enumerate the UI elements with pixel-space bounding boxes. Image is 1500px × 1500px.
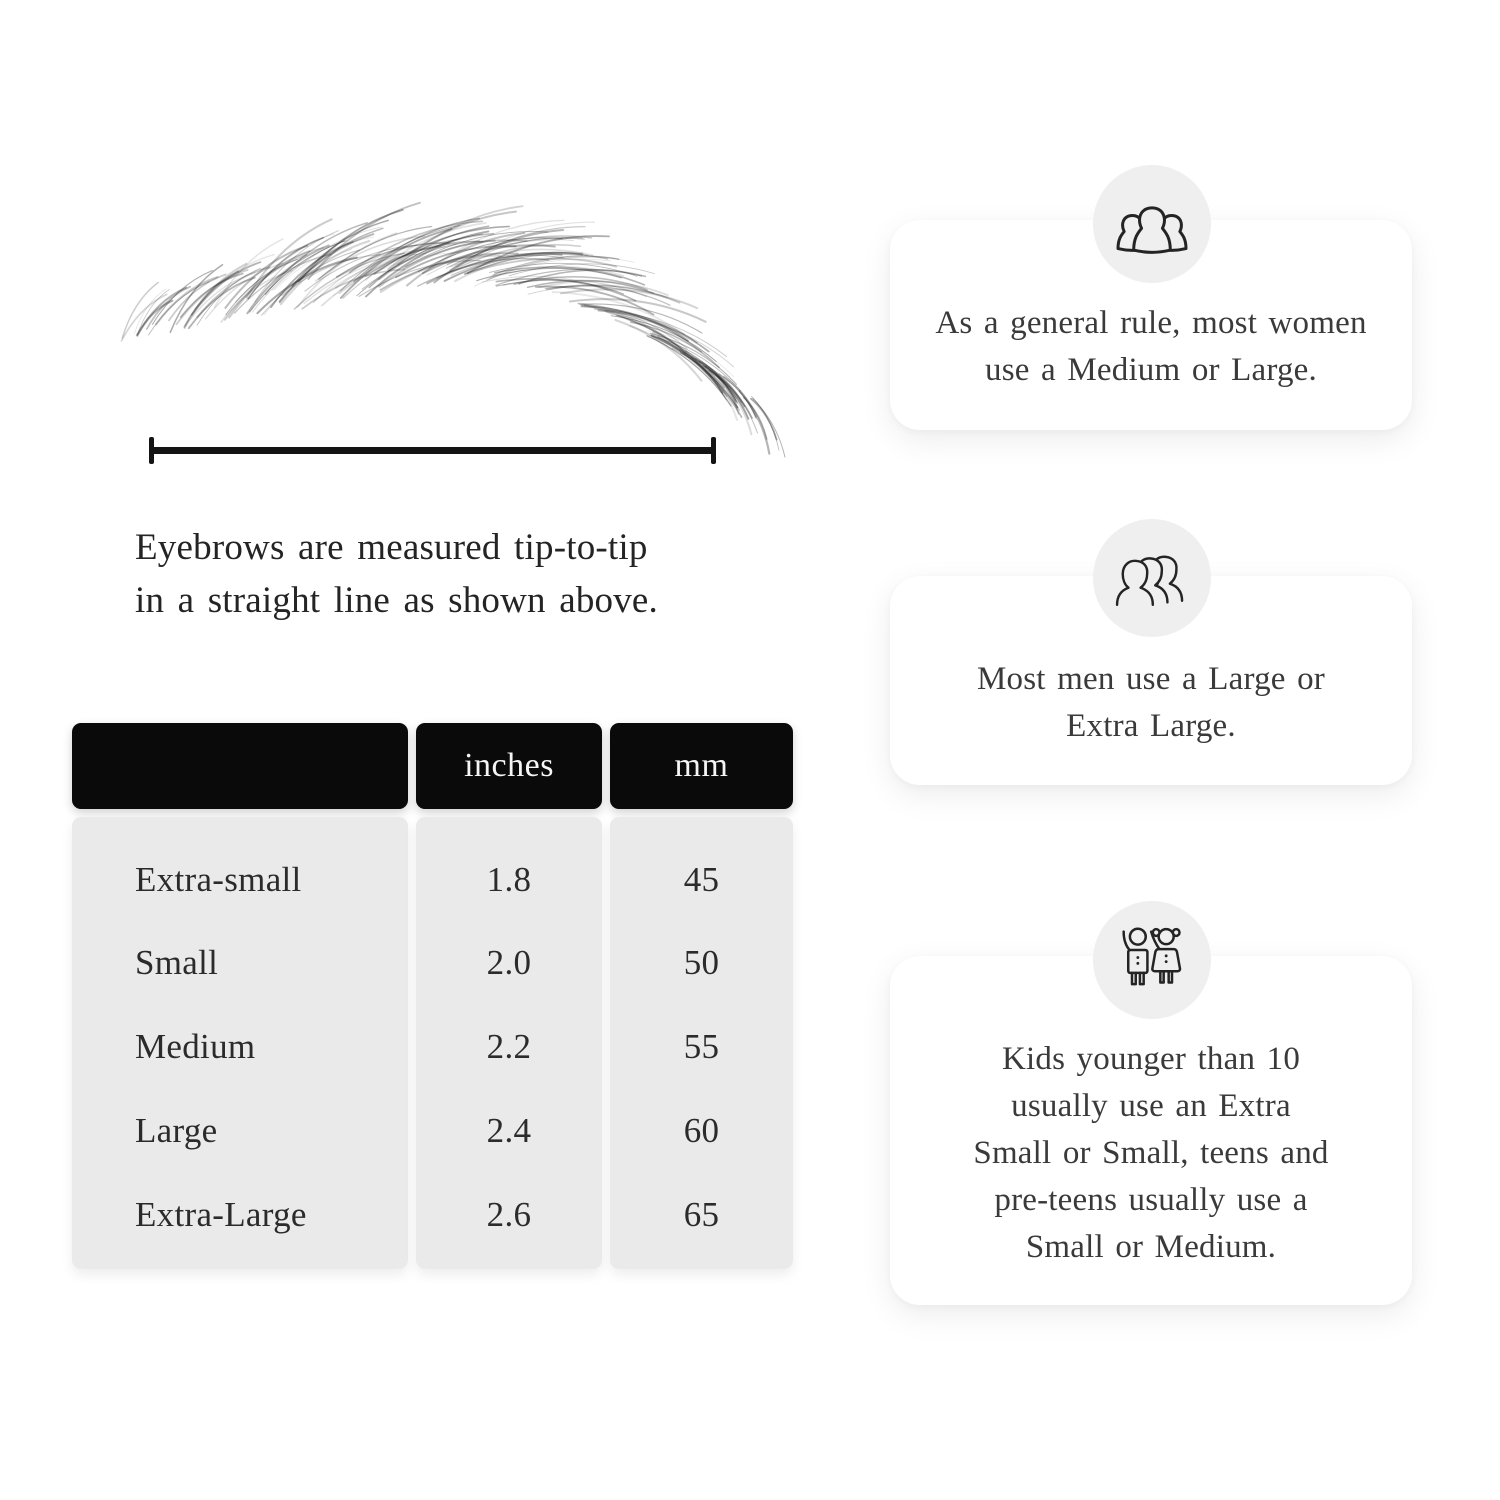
size-label: Medium <box>135 1027 256 1066</box>
card-text-line: Small or Small, teens and <box>973 1135 1329 1171</box>
size-mm: 45 <box>683 860 720 899</box>
kids-info-card: Kids younger than 10 usually use an Extr… <box>890 956 1412 1305</box>
size-label: Extra-small <box>135 860 302 899</box>
size-inches: 1.8 <box>486 860 532 899</box>
table-row: Small 2.0 50 <box>0 938 800 988</box>
women-icon-badge <box>1093 165 1211 283</box>
size-mm: 65 <box>683 1195 720 1234</box>
size-inches: 2.0 <box>486 943 532 982</box>
table-body-column-labels <box>72 817 408 1269</box>
table-row: Extra-Large 2.6 65 <box>0 1190 800 1240</box>
card-text-line: As a general rule, most women <box>935 305 1367 341</box>
table-body-column-inches <box>416 817 602 1269</box>
size-mm: 55 <box>683 1027 720 1066</box>
eyebrow-sketch-svg <box>120 201 786 458</box>
table-header-blank <box>72 723 408 809</box>
caption-line: in a straight line as shown above. <box>135 580 659 621</box>
measurement-line-bar <box>151 447 714 454</box>
size-inches: 2.2 <box>486 1027 532 1066</box>
measurement-caption: Eyebrows are measured tip-to-tip in a st… <box>135 521 658 627</box>
kids-icon-badge <box>1093 901 1211 1019</box>
card-text-line: Kids younger than 10 <box>1001 1041 1301 1077</box>
table-header-mm: mm <box>610 723 793 809</box>
men-group-icon <box>1115 555 1184 607</box>
size-mm: 60 <box>683 1111 720 1150</box>
size-inches: 2.4 <box>486 1111 532 1150</box>
size-label: Extra-Large <box>135 1195 307 1234</box>
size-mm: 50 <box>683 943 720 982</box>
table-row: Large 2.4 60 <box>0 1106 800 1156</box>
women-group-icon <box>1111 191 1193 257</box>
card-text-line: pre-teens usually use a <box>994 1182 1308 1218</box>
size-label: Small <box>135 943 219 982</box>
card-text-line: Small or Medium. <box>1025 1229 1277 1265</box>
table-header-inches: inches <box>416 723 602 809</box>
table-row: Extra-small 1.8 45 <box>0 855 800 905</box>
card-text-line: usually use an Extra <box>1011 1088 1291 1124</box>
card-text-line: Most men use a Large or <box>977 661 1325 697</box>
table-row: Medium 2.2 55 <box>0 1022 800 1072</box>
measurement-line-right-cap <box>711 437 716 464</box>
caption-line: Eyebrows are measured tip-to-tip <box>135 527 648 568</box>
size-inches: 2.6 <box>486 1195 532 1234</box>
card-text-line: Extra Large. <box>1066 708 1236 744</box>
men-icon-badge <box>1093 519 1211 637</box>
kids-icon <box>1122 927 1182 986</box>
eyebrow-illustration <box>105 201 786 458</box>
table-body-column-mm <box>610 817 793 1269</box>
card-text-line: use a Medium or Large. <box>985 352 1317 388</box>
size-label: Large <box>135 1111 218 1150</box>
